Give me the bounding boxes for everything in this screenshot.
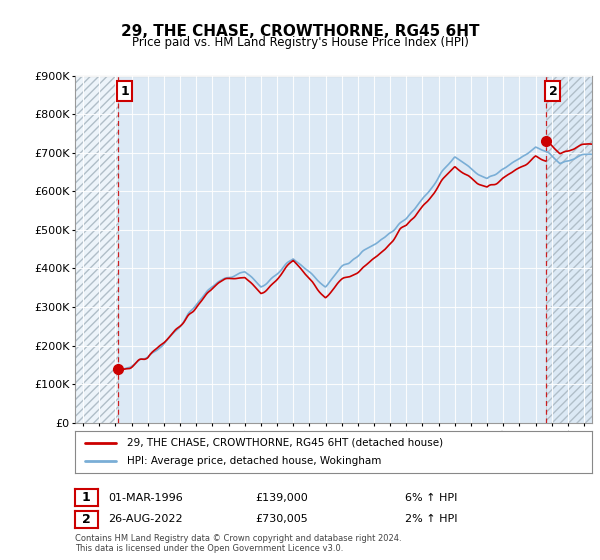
Text: 2: 2 bbox=[82, 512, 91, 526]
Text: 29, THE CHASE, CROWTHORNE, RG45 6HT (detached house): 29, THE CHASE, CROWTHORNE, RG45 6HT (det… bbox=[127, 438, 443, 448]
Bar bbox=[546, 76, 592, 423]
Text: Price paid vs. HM Land Registry's House Price Index (HPI): Price paid vs. HM Land Registry's House … bbox=[131, 36, 469, 49]
Text: 6% ↑ HPI: 6% ↑ HPI bbox=[405, 493, 457, 503]
Text: 26-AUG-2022: 26-AUG-2022 bbox=[108, 514, 182, 524]
Text: 01-MAR-1996: 01-MAR-1996 bbox=[108, 493, 183, 503]
Text: £139,000: £139,000 bbox=[255, 493, 308, 503]
Text: 1: 1 bbox=[121, 85, 130, 97]
Text: 2% ↑ HPI: 2% ↑ HPI bbox=[405, 514, 458, 524]
Bar bbox=[75, 76, 118, 423]
Text: 1: 1 bbox=[82, 491, 91, 505]
Text: HPI: Average price, detached house, Wokingham: HPI: Average price, detached house, Woki… bbox=[127, 456, 381, 466]
Text: 2: 2 bbox=[548, 85, 557, 97]
Text: Contains HM Land Registry data © Crown copyright and database right 2024.
This d: Contains HM Land Registry data © Crown c… bbox=[75, 534, 401, 553]
Bar bbox=[75, 76, 118, 423]
Text: £730,005: £730,005 bbox=[255, 514, 308, 524]
Text: 29, THE CHASE, CROWTHORNE, RG45 6HT: 29, THE CHASE, CROWTHORNE, RG45 6HT bbox=[121, 24, 479, 39]
